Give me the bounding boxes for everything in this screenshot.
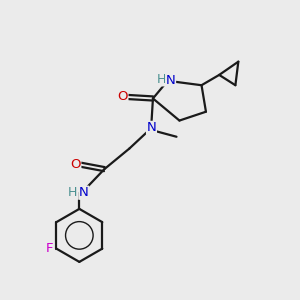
Text: O: O bbox=[70, 158, 81, 171]
Text: F: F bbox=[46, 242, 54, 255]
Text: N: N bbox=[166, 74, 176, 87]
Text: H: H bbox=[157, 73, 166, 86]
Text: H: H bbox=[68, 186, 77, 199]
Text: N: N bbox=[79, 186, 88, 199]
Text: O: O bbox=[117, 91, 128, 103]
Text: N: N bbox=[147, 122, 156, 134]
